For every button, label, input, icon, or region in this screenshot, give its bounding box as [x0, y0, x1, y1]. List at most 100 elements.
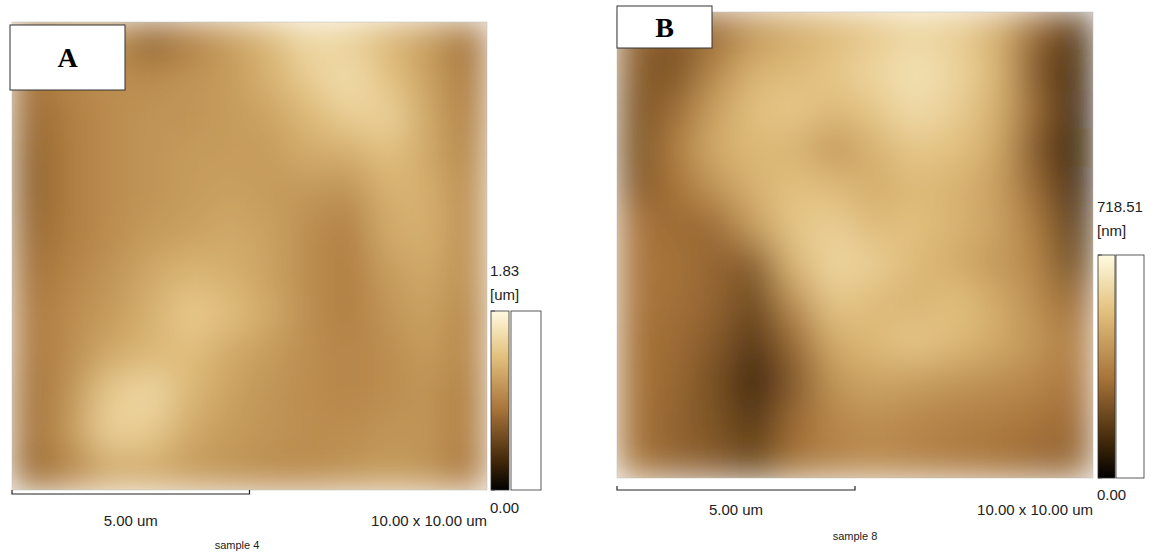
cell: [131, 334, 171, 374]
cell: [250, 256, 290, 296]
plot-frame: [617, 12, 1093, 478]
color-tick-label: 718.51: [1097, 198, 1143, 215]
cell: [617, 284, 657, 323]
cell: [696, 206, 736, 245]
cell: [131, 373, 171, 413]
cell: [657, 362, 697, 401]
cell: [52, 334, 92, 374]
cell: [696, 362, 736, 401]
cell: [776, 400, 816, 439]
panel-label-box: [617, 6, 712, 48]
cell: [1014, 129, 1054, 168]
cell: [52, 217, 92, 257]
cell: [368, 256, 408, 296]
plot-area: [12, 22, 487, 490]
cell: [368, 139, 408, 179]
cell: [934, 206, 974, 245]
scale-bar: [617, 486, 855, 490]
cell: [447, 178, 487, 218]
cell: [447, 256, 487, 296]
cell: [131, 217, 171, 257]
cell: [855, 90, 895, 129]
cell: [131, 451, 171, 490]
cell: [52, 412, 92, 452]
color-tick: [491, 490, 495, 491]
cell: [736, 12, 776, 51]
cell: [210, 412, 250, 452]
cell: [91, 178, 131, 218]
cell: [696, 167, 736, 206]
cell: [447, 412, 487, 452]
cell: [210, 295, 250, 335]
cell: [329, 178, 369, 218]
cell: [974, 12, 1014, 51]
scale-bar: [12, 490, 250, 494]
cell: [170, 451, 210, 490]
color-tick-label: 0.00: [1097, 486, 1126, 503]
cell: [170, 412, 210, 452]
cell: [408, 373, 448, 413]
cell: [289, 256, 329, 296]
cell: [815, 167, 855, 206]
cell: [736, 167, 776, 206]
cell: [12, 217, 52, 257]
cell: [696, 323, 736, 362]
cell: [657, 323, 697, 362]
caption: sample 4: [215, 539, 260, 551]
cell: [250, 61, 290, 101]
cell: [12, 100, 52, 140]
height-map: [12, 22, 487, 490]
cell: [1014, 245, 1054, 284]
cell: [1053, 129, 1093, 168]
cell: [210, 139, 250, 179]
cell: [617, 323, 657, 362]
cell: [170, 295, 210, 335]
cell: [895, 362, 935, 401]
cell: [329, 451, 369, 490]
cell: [368, 217, 408, 257]
cell: [776, 323, 816, 362]
cell: [736, 129, 776, 168]
cell: [12, 178, 52, 218]
cell: [289, 217, 329, 257]
cell: [447, 100, 487, 140]
cell: [250, 412, 290, 452]
cell: [657, 129, 697, 168]
cell: [210, 256, 250, 296]
cell: [974, 362, 1014, 401]
cell: [210, 373, 250, 413]
cell: [91, 295, 131, 335]
cell: [250, 139, 290, 179]
cell: [974, 206, 1014, 245]
cell: [91, 451, 131, 490]
cell: [855, 206, 895, 245]
cell: [131, 61, 171, 101]
cell: [289, 61, 329, 101]
cell: [91, 100, 131, 140]
cell: [12, 412, 52, 452]
cell: [934, 400, 974, 439]
cell: [617, 51, 657, 90]
cell: [696, 129, 736, 168]
cell: [776, 439, 816, 478]
cell: [855, 362, 895, 401]
cell: [696, 284, 736, 323]
image-size: 10.00 x 10.00 um: [977, 501, 1093, 518]
cell: [855, 439, 895, 478]
cell: [368, 373, 408, 413]
cell: [368, 412, 408, 452]
color-tick: [1098, 255, 1102, 256]
cell: [934, 245, 974, 284]
cell: [934, 362, 974, 401]
cell: [447, 295, 487, 335]
cell: [210, 61, 250, 101]
cell: [408, 295, 448, 335]
cell: [408, 451, 448, 490]
cell: [855, 129, 895, 168]
cell: [408, 61, 448, 101]
cell: [895, 90, 935, 129]
cell: [170, 217, 210, 257]
cell: [408, 217, 448, 257]
cell: [696, 51, 736, 90]
color-tick-label: 0.00: [490, 499, 519, 516]
